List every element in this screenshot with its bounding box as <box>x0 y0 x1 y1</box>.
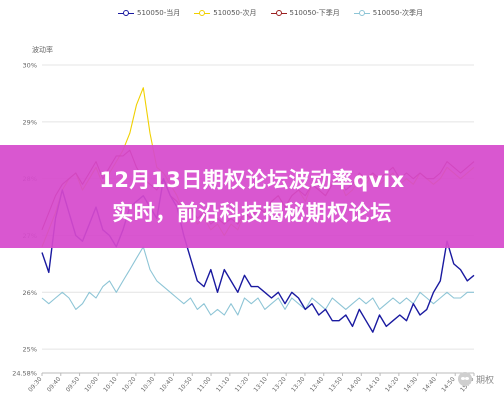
y-tick-label: 30% <box>23 62 37 70</box>
x-tick-label: 10:40 <box>159 376 176 394</box>
x-tick-label: 11:00 <box>196 376 213 394</box>
wechat-icon <box>457 372 472 386</box>
x-tick-label: 14:00 <box>346 376 363 394</box>
y-tick-label: 25% <box>23 346 37 354</box>
legend-label: 510050-当月 <box>137 9 181 17</box>
x-tick-label: 11:10 <box>215 376 232 394</box>
x-tick-label: 10:10 <box>102 376 119 394</box>
x-tick-label: 13:40 <box>309 376 326 394</box>
x-tick-label: 09:40 <box>46 376 63 394</box>
y-axis-title: 波动率 <box>32 45 53 54</box>
legend-label: 510050-次季月 <box>372 9 423 17</box>
legend-item-next-quarter[interactable]: 510050-下季月 <box>270 8 340 18</box>
x-tick-label: 09:50 <box>65 376 82 394</box>
legend-swatch-icon <box>353 9 370 17</box>
x-tick-label: 14:20 <box>384 376 401 394</box>
legend-swatch-icon <box>270 9 287 17</box>
x-tick-label: 11:20 <box>234 376 251 394</box>
x-tick-label: 14:30 <box>403 376 420 394</box>
legend-item-second-quarter[interactable]: 510050-次季月 <box>353 8 423 18</box>
chart-legend: 510050-当月 510050-次月 510050-下季月 510050-次季… <box>118 8 423 18</box>
y-tick-label: 29% <box>23 118 37 126</box>
x-tick-label: 14:10 <box>365 376 382 394</box>
watermark: 期权 <box>457 372 494 386</box>
x-tick-label: 13:20 <box>271 376 288 394</box>
x-tick-label: 13:50 <box>328 376 345 394</box>
x-tick-label: 09:30 <box>27 376 44 394</box>
banner-headline-line-2: 实时，前沿科技揭秘期权论坛 <box>112 200 392 225</box>
legend-item-next-month[interactable]: 510050-次月 <box>194 8 257 18</box>
legend-item-current-month[interactable]: 510050-当月 <box>118 8 180 18</box>
x-tick-label: 10:00 <box>83 376 100 394</box>
x-tick-label: 10:20 <box>121 376 138 394</box>
legend-swatch-icon <box>194 9 211 17</box>
title-banner: 12月13日期权论坛波动率qvix 实时，前沿科技揭秘期权论坛 <box>0 145 504 248</box>
series-line <box>41 246 474 316</box>
x-tick-label: 10:30 <box>140 376 157 394</box>
x-tick-label: 10:50 <box>177 376 194 394</box>
banner-headline-line-1: 12月13日期权论坛波动率qvix <box>99 167 405 192</box>
legend-label: 510050-次月 <box>213 9 257 17</box>
x-tick-label: 13:10 <box>252 376 269 394</box>
y-tick-label: 24.58% <box>12 370 37 378</box>
x-tick-label: 14:50 <box>440 376 457 394</box>
y-tick-label: 26% <box>23 289 37 297</box>
legend-label: 510050-下季月 <box>289 9 340 17</box>
watermark-text: 期权 <box>475 375 494 386</box>
x-tick-label: 13:30 <box>290 376 307 394</box>
legend-swatch-icon <box>118 9 134 17</box>
x-tick-label: 14:40 <box>421 376 438 394</box>
